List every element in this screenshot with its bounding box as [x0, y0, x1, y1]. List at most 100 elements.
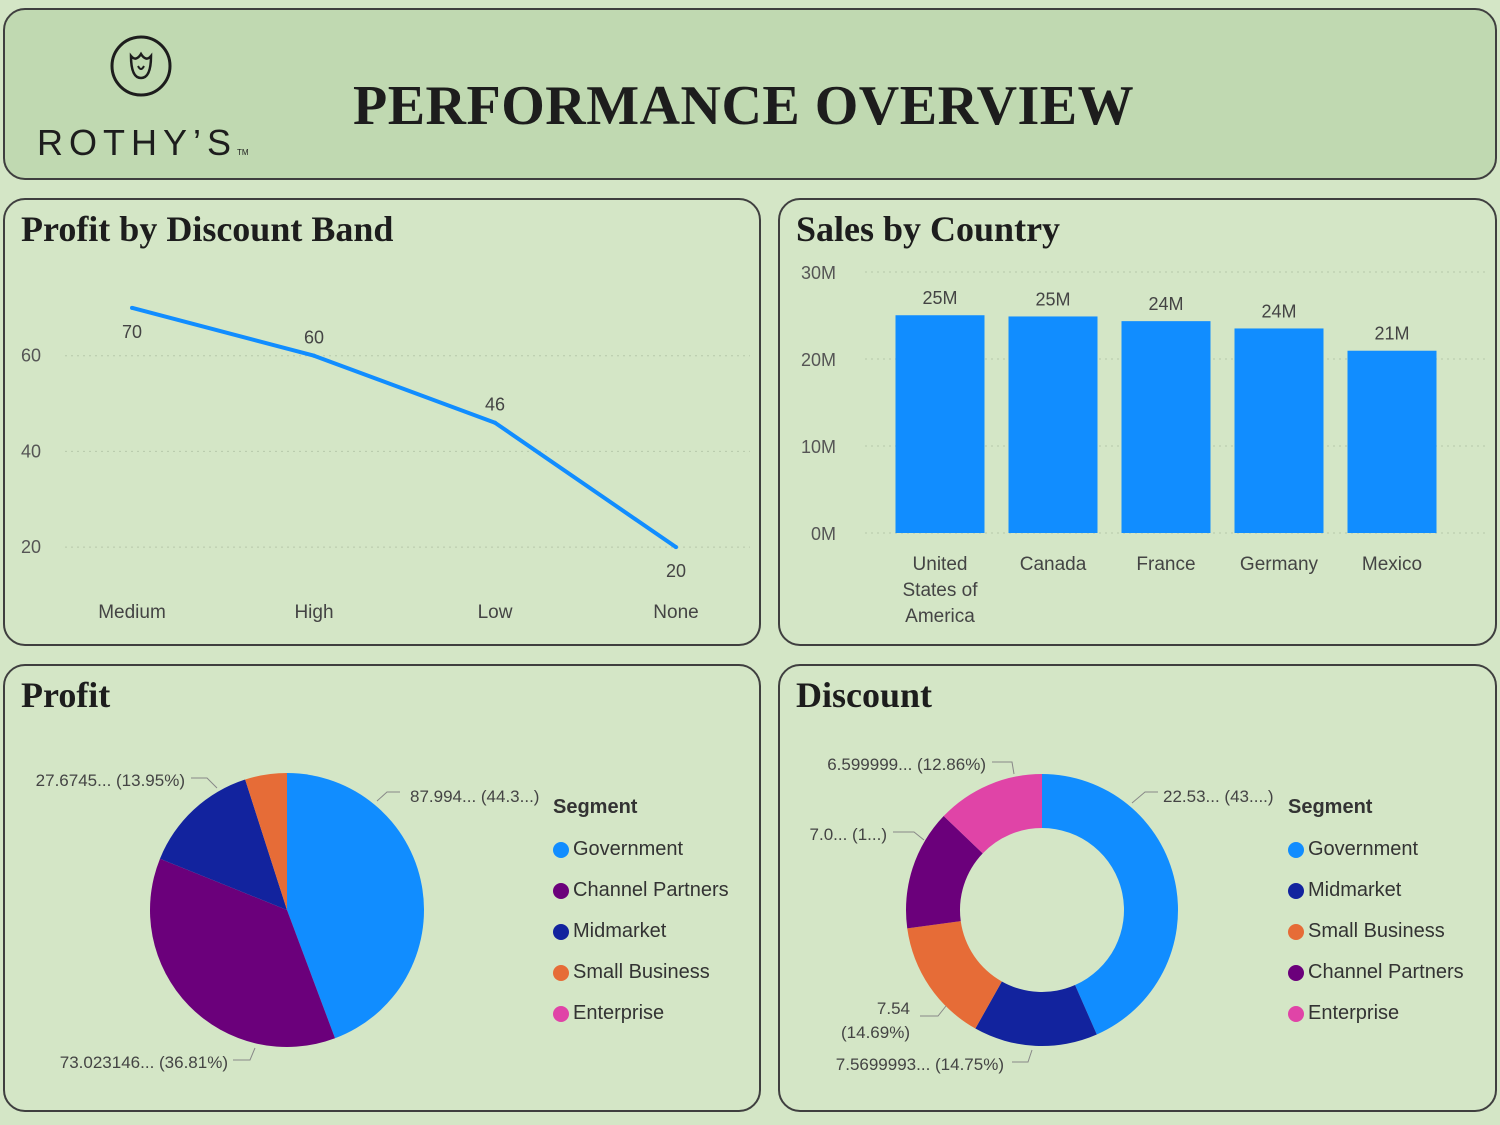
- legend-title: Segment: [553, 796, 638, 818]
- data-label: 7.54 (14.69%): [841, 999, 910, 1042]
- legend-dot-icon: [553, 841, 569, 858]
- data-label-line: 7.54: [877, 999, 910, 1018]
- legend-label: Channel Partners: [1308, 961, 1464, 983]
- donut-slice: [1042, 774, 1178, 1035]
- data-label: 7.0... (1...): [810, 825, 887, 844]
- legend-item[interactable]: Government: [553, 829, 729, 870]
- data-label: 73.023146... (36.81%): [60, 1053, 228, 1072]
- x-tick-label: Germany: [1240, 554, 1319, 575]
- data-label-line: (14.69%): [841, 1023, 910, 1042]
- leader-line: [893, 831, 925, 841]
- chart-title: Discount: [796, 675, 933, 715]
- legend-item[interactable]: Channel Partners: [1288, 952, 1464, 993]
- legend-item[interactable]: Enterprise: [1288, 993, 1464, 1034]
- legend-label: Channel Partners: [573, 879, 729, 901]
- legend-item[interactable]: Small Business: [1288, 911, 1464, 952]
- data-label: 20: [666, 561, 686, 581]
- x-tick-label: High: [294, 602, 333, 623]
- x-tick-label: Medium: [98, 602, 166, 623]
- x-tick-label: Mexico: [1362, 554, 1422, 575]
- discount-legend: Segment Government Midmarket Small Busines…: [1288, 796, 1464, 1034]
- legend-item[interactable]: Midmarket: [553, 911, 729, 952]
- legend-item[interactable]: Government: [1288, 829, 1464, 870]
- donut-slice: [975, 981, 1097, 1046]
- data-label: 25M: [1035, 289, 1070, 309]
- sales-by-country-panel: Sales by Country 0M 10M 20M 30M 25M United Sta…: [778, 198, 1497, 646]
- leader-line: [1012, 1049, 1033, 1063]
- x-tick-label-line: Mexico: [1362, 554, 1422, 575]
- data-label: 25M: [922, 288, 957, 308]
- legend-label: Small Business: [1308, 920, 1445, 942]
- y-tick-label: 60: [21, 346, 41, 366]
- rothys-logo: ROTHY’STM: [33, 26, 263, 166]
- data-label: 21M: [1374, 324, 1409, 344]
- profit-legend: Segment Government Channel Partners Midmar…: [553, 796, 729, 1034]
- legend-label: Enterprise: [573, 1002, 665, 1024]
- series-line: [131, 305, 678, 549]
- legend-label: Government: [1308, 838, 1419, 860]
- y-tick-label: 30M: [801, 263, 836, 283]
- legend-item[interactable]: Channel Partners: [553, 870, 729, 911]
- tulip-icon: [110, 35, 172, 97]
- pie-slice: [159, 779, 287, 910]
- y-tick-label: 20M: [801, 350, 836, 370]
- legend-label: Small Business: [573, 961, 710, 983]
- bar: [1347, 350, 1437, 533]
- donut-slice: [907, 921, 1002, 1029]
- legend-dot-icon: [553, 964, 569, 981]
- discount-donut-chart[interactable]: 22.53... (43....) 7.5699993... (14.75%) 7.…: [780, 666, 1280, 1110]
- leader-line: [233, 1047, 256, 1061]
- data-label: 27.6745... (13.95%): [36, 771, 185, 790]
- legend-item[interactable]: Small Business: [553, 952, 729, 993]
- data-point: [674, 545, 678, 550]
- legend-label: Midmarket: [1308, 879, 1402, 901]
- legend-label: Enterprise: [1308, 1002, 1400, 1024]
- data-label: 24M: [1261, 301, 1296, 321]
- legend-title: Segment: [1288, 796, 1373, 818]
- pie-slice: [287, 773, 424, 1039]
- x-tick-label: Low: [478, 602, 513, 623]
- profit-pie-chart[interactable]: 87.994... (44.3...) 73.023146... (36.81%)…: [5, 666, 545, 1110]
- legend-item[interactable]: Enterprise: [553, 993, 729, 1034]
- bar: [895, 315, 985, 533]
- data-label: 6.599999... (12.86%): [827, 755, 986, 774]
- data-label: 87.994... (44.3...): [410, 787, 539, 806]
- legend-dot-icon: [1288, 882, 1304, 899]
- data-label: 60: [304, 328, 324, 348]
- x-tick-label-line: France: [1136, 554, 1195, 575]
- x-tick-label-line: Canada: [1020, 554, 1087, 575]
- page-title: PERFORMANCE OVERVIEW: [353, 75, 1135, 137]
- x-tick-label: France: [1136, 554, 1195, 575]
- sales-by-country-chart[interactable]: 0M 10M 20M 30M 25M United States of America 25M C…: [780, 200, 1495, 644]
- pie-slice: [149, 858, 336, 1047]
- leader-line: [1131, 791, 1158, 804]
- discount-donut-panel: Discount 22.53... (43....) 7.5699993... (…: [778, 664, 1497, 1112]
- chart-title: Profit: [21, 675, 111, 715]
- profit-by-discount-chart[interactable]: 20 40 60 70 Medium 60 High 46 Low 20 None: [5, 200, 759, 644]
- legend-dot-icon: [553, 1005, 569, 1022]
- legend-dot-icon: [1288, 1005, 1304, 1022]
- data-label: 70: [122, 322, 142, 342]
- profit-pie-panel: Profit 87.994... (44.3...) 73.023146... (…: [3, 664, 761, 1112]
- y-tick-label: 20: [21, 537, 41, 557]
- leader-line: [191, 777, 218, 789]
- bar: [1008, 316, 1098, 533]
- legend-item[interactable]: Midmarket: [1288, 870, 1464, 911]
- legend-dot-icon: [553, 923, 569, 940]
- legend-label: Midmarket: [573, 920, 667, 942]
- data-label: 22.53... (43....): [1163, 787, 1274, 806]
- donut-slice: [906, 816, 983, 929]
- y-tick-label: 10M: [801, 437, 836, 457]
- legend-dot-icon: [1288, 923, 1304, 940]
- profit-by-discount-panel: Profit by Discount Band 20 40 60 70 Medium 60…: [3, 198, 761, 646]
- x-tick-label-line: United: [913, 554, 968, 575]
- leader-line: [992, 761, 1015, 775]
- data-point: [493, 420, 497, 425]
- legend-label: Government: [573, 838, 684, 860]
- donut-slice: [943, 774, 1042, 854]
- legend-dot-icon: [1288, 841, 1304, 858]
- data-label: 46: [485, 395, 505, 415]
- x-tick-label-line: America: [905, 606, 975, 627]
- x-tick-label: Canada: [1020, 554, 1087, 575]
- bar: [1121, 321, 1211, 533]
